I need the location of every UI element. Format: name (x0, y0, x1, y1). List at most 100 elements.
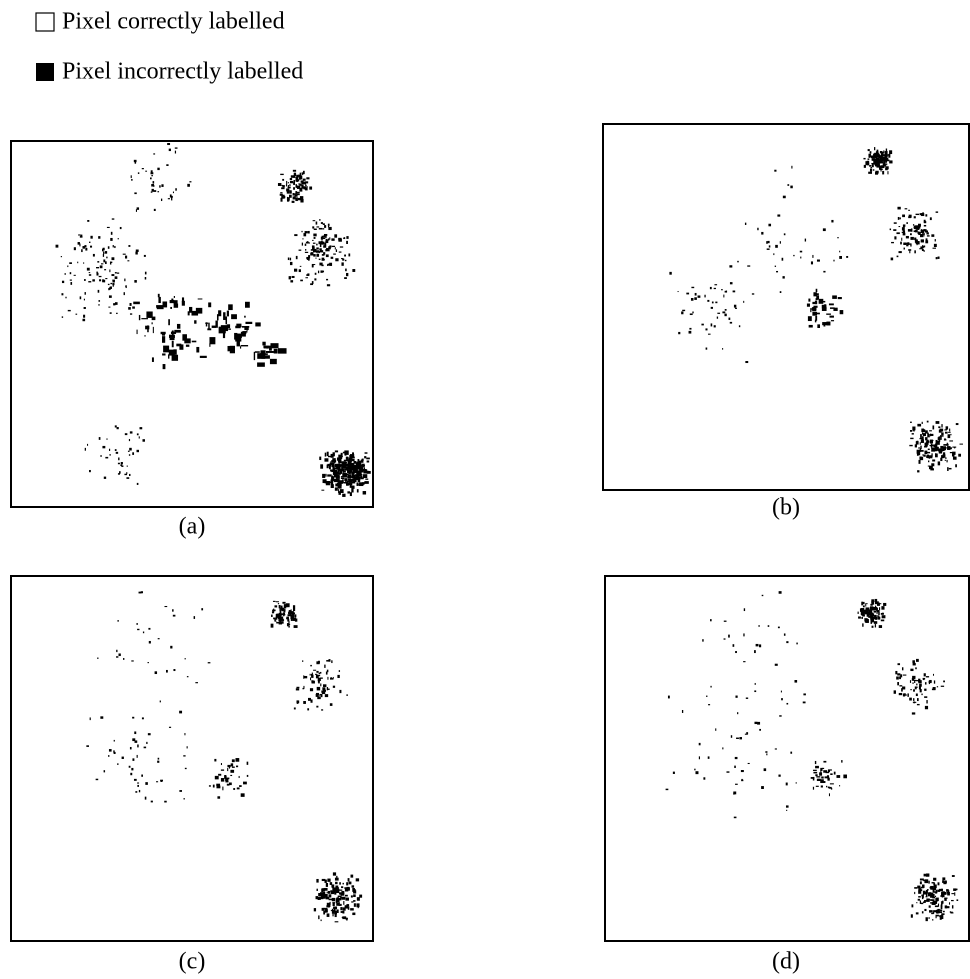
speckle (936, 909, 939, 912)
speckle (918, 450, 921, 452)
speckle (934, 453, 937, 456)
speckle (716, 316, 719, 319)
speckle (946, 906, 950, 909)
speckle (931, 912, 934, 915)
speckle (110, 231, 113, 235)
speckle (914, 239, 917, 243)
speckle (943, 452, 946, 456)
speckle (906, 242, 908, 245)
speckle (60, 256, 63, 258)
speckle (227, 764, 231, 768)
speckle (754, 690, 757, 693)
speckle (947, 446, 951, 450)
speckle (909, 430, 913, 432)
speckle (918, 232, 921, 235)
speckle (327, 226, 330, 228)
speckle (329, 901, 331, 905)
speckle (331, 660, 333, 664)
speckle (889, 228, 892, 231)
speckle (317, 897, 321, 900)
speckle (913, 689, 915, 692)
speckle (318, 915, 320, 920)
speckle (334, 487, 338, 491)
speckle (352, 469, 355, 474)
speckle (900, 241, 902, 245)
speckle (301, 242, 304, 246)
speckle (226, 783, 230, 786)
speckle (692, 311, 694, 314)
speckle (332, 452, 335, 457)
speckle (159, 700, 161, 703)
speckle (734, 765, 736, 768)
speckle (181, 300, 185, 306)
speckle (911, 904, 914, 908)
speckle (876, 163, 880, 168)
speckle (336, 473, 341, 475)
speckle (116, 272, 120, 274)
speckle (812, 301, 818, 305)
speckle (942, 893, 945, 895)
speckle (104, 251, 108, 254)
speckle (868, 153, 871, 157)
speckle (940, 436, 942, 440)
speckle (337, 463, 341, 467)
speckle (358, 471, 361, 476)
speckle (111, 257, 115, 261)
speckle (335, 483, 339, 487)
speckle (129, 302, 132, 306)
speckle (790, 751, 793, 754)
speckle (895, 670, 898, 675)
speckle (329, 461, 335, 463)
speckle (943, 680, 945, 683)
speckle (285, 603, 290, 608)
speckle (909, 444, 913, 447)
speckle (114, 276, 118, 279)
speckle (218, 773, 222, 776)
speckle (326, 687, 329, 691)
speckle (935, 892, 937, 894)
speckle (874, 598, 878, 603)
speckle (829, 315, 834, 318)
speckle (277, 183, 282, 186)
speckle (316, 243, 318, 246)
speckle (938, 448, 943, 452)
speckle (340, 452, 343, 457)
speckle (130, 175, 132, 179)
speckle (843, 774, 847, 779)
speckle (935, 421, 940, 424)
speckle (757, 227, 759, 231)
speckle (866, 602, 868, 605)
speckle (880, 619, 885, 622)
speckle (287, 257, 290, 261)
speckle (279, 610, 281, 613)
speckle (870, 167, 873, 169)
speckle (344, 254, 346, 257)
speckle (728, 317, 731, 320)
speckle (930, 892, 934, 897)
speckle (342, 882, 344, 885)
speckle (77, 242, 80, 245)
speckle (919, 689, 922, 693)
speckle (152, 181, 155, 184)
speckle (244, 326, 249, 331)
speckle (356, 477, 361, 480)
speckle (825, 771, 830, 774)
speckle (118, 653, 121, 657)
speckle (881, 160, 884, 162)
speckle (79, 296, 82, 300)
speckle (317, 696, 321, 700)
speckle (920, 447, 922, 452)
speckle (861, 611, 865, 615)
speckle (346, 483, 349, 486)
speckle (916, 441, 919, 444)
speckle (732, 644, 735, 647)
speckle (104, 269, 107, 271)
speckle (931, 449, 936, 452)
speckle (899, 676, 901, 680)
speckle (327, 223, 330, 226)
speckle (946, 443, 949, 446)
speckle (305, 277, 308, 279)
speckle (819, 772, 823, 776)
speckle (321, 690, 326, 695)
speckle (168, 148, 171, 152)
